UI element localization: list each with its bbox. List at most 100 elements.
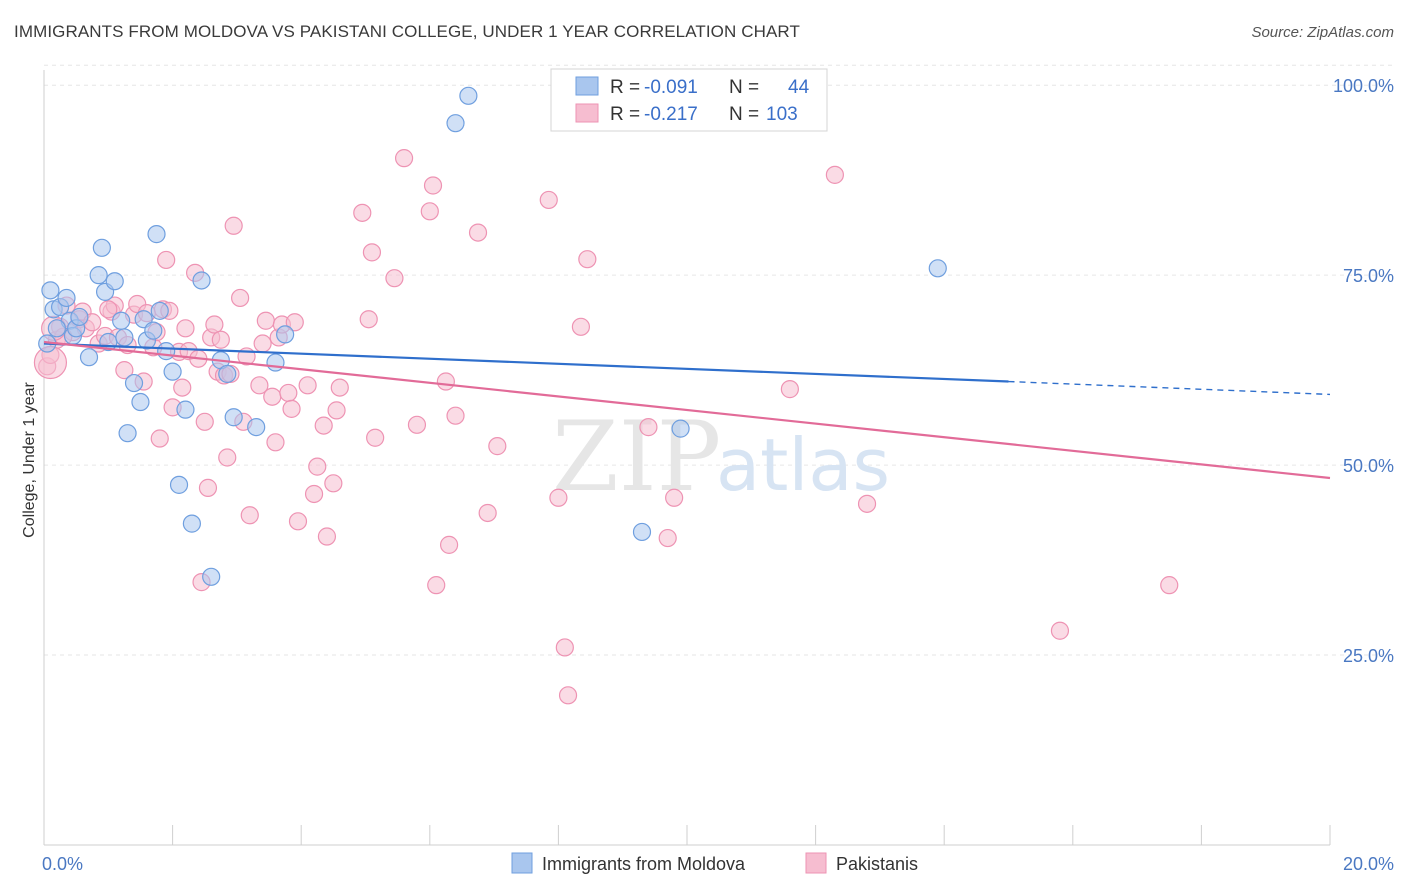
- legend-r-label-1: R =: [610, 77, 640, 98]
- y-tick-label: 50.0%: [1343, 456, 1394, 476]
- legend-swatch-moldova: [575, 76, 599, 96]
- series-legend: Immigrants from Moldova Pakistanis: [511, 852, 918, 874]
- data-point: [488, 437, 507, 456]
- data-point: [253, 334, 272, 353]
- data-point: [857, 494, 877, 513]
- data-point: [555, 638, 574, 657]
- data-point: [385, 269, 404, 288]
- data-point: [459, 86, 478, 105]
- watermark: ZIP atlas: [552, 401, 890, 513]
- data-point: [124, 373, 144, 393]
- data-point: [231, 288, 250, 308]
- data-point: [324, 474, 343, 493]
- data-point: [176, 400, 195, 419]
- data-point: [366, 428, 385, 447]
- y-tick-label: 75.0%: [1343, 266, 1394, 286]
- data-point: [41, 281, 60, 300]
- data-point: [92, 238, 111, 257]
- data-point: [99, 300, 118, 319]
- data-point: [446, 406, 465, 425]
- series-pakistanis: [33, 76, 1179, 705]
- data-point: [639, 418, 658, 437]
- data-point: [468, 223, 488, 242]
- data-point: [288, 512, 308, 531]
- data-point: [317, 527, 337, 546]
- data-point: [446, 114, 465, 133]
- data-point: [163, 362, 182, 381]
- data-point: [314, 416, 333, 435]
- data-point: [282, 399, 301, 418]
- data-point: [780, 380, 799, 399]
- legend-n-label-2: N =: [729, 104, 759, 125]
- legend-swatch-pakistanis: [575, 103, 599, 123]
- data-point: [47, 319, 66, 338]
- data-point: [362, 243, 382, 262]
- data-point: [825, 165, 844, 184]
- data-point: [218, 448, 237, 467]
- data-point: [89, 266, 108, 285]
- data-point: [169, 475, 189, 494]
- data-point: [115, 361, 134, 380]
- data-point: [353, 203, 372, 222]
- watermark-zip: ZIP: [552, 401, 721, 513]
- data-point: [115, 328, 134, 347]
- data-point: [263, 387, 282, 406]
- data-point: [632, 522, 652, 542]
- data-point: [218, 364, 237, 384]
- series-moldova: [38, 86, 947, 586]
- data-point: [147, 225, 166, 244]
- data-point: [150, 429, 169, 448]
- data-point: [205, 315, 224, 334]
- axes: [43, 70, 1331, 846]
- data-point: [131, 392, 150, 412]
- data-point: [330, 378, 349, 397]
- data-point: [279, 383, 298, 403]
- data-point: [182, 514, 201, 533]
- data-point: [195, 412, 214, 431]
- trend-line-moldova: [43, 342, 1009, 383]
- y-tick-labels: 25.0% 50.0% 75.0% 100.0%: [1333, 76, 1394, 666]
- data-point: [118, 424, 137, 443]
- data-point: [150, 301, 169, 320]
- data-point: [308, 457, 327, 476]
- bottom-legend-swatch-moldova: [511, 852, 533, 874]
- data-point: [79, 348, 99, 367]
- y-axis-label: College, Under 1 year: [21, 382, 38, 538]
- data-point: [157, 342, 176, 361]
- data-point: [198, 478, 218, 497]
- legend-n-label-1: N =: [729, 77, 759, 98]
- data-point: [571, 317, 591, 336]
- data-point: [539, 190, 558, 210]
- legend-r-value-2: -0.217: [644, 104, 698, 125]
- trend-lines: [43, 340, 1331, 480]
- chart-title: IMMIGRANTS FROM MOLDOVA VS PAKISTANI COL…: [14, 22, 800, 41]
- data-point: [105, 272, 124, 291]
- data-point: [240, 506, 259, 525]
- data-point: [578, 250, 597, 269]
- data-point: [436, 372, 455, 391]
- data-point: [427, 576, 446, 595]
- data-point: [549, 488, 568, 507]
- data-point: [211, 330, 230, 349]
- data-point: [192, 271, 211, 290]
- y-tick-label: 100.0%: [1333, 76, 1394, 96]
- data-point: [247, 418, 266, 437]
- data-point: [298, 376, 317, 395]
- data-point: [558, 686, 578, 705]
- data-point: [144, 321, 163, 340]
- data-point: [1050, 621, 1070, 640]
- data-point: [423, 176, 443, 195]
- data-point: [224, 216, 243, 235]
- y-tick-label: 25.0%: [1343, 646, 1394, 666]
- legend-r-value-1: -0.091: [644, 77, 698, 98]
- legend-n-value-2: 103: [766, 104, 798, 125]
- data-point: [359, 310, 378, 329]
- data-point: [70, 307, 89, 327]
- data-point: [1160, 576, 1179, 595]
- data-point: [420, 202, 439, 221]
- data-point: [266, 433, 285, 452]
- data-point: [928, 259, 947, 278]
- bottom-legend-label-moldova: Immigrants from Moldova: [542, 854, 746, 874]
- data-point: [202, 567, 221, 586]
- bottom-legend-label-pakistanis: Pakistanis: [836, 854, 918, 874]
